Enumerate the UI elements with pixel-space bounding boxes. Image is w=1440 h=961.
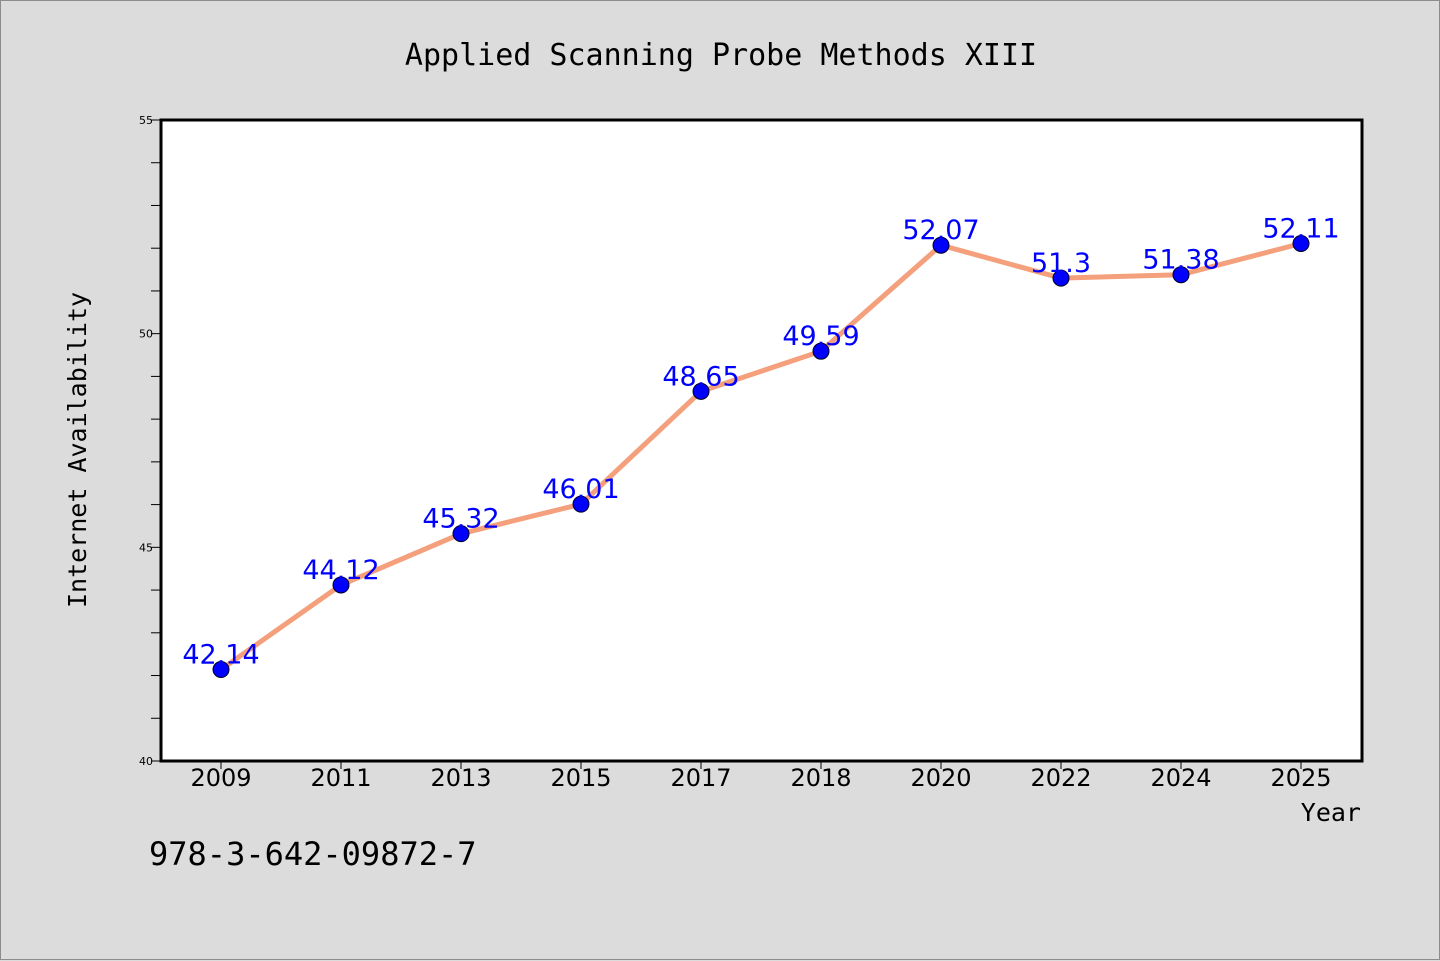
y-tick-label: 50 xyxy=(139,328,153,341)
x-tick-label: 2017 xyxy=(670,764,731,792)
x-axis-label: Year xyxy=(1301,798,1361,827)
data-point xyxy=(572,495,590,513)
data-label: 45.32 xyxy=(422,504,499,535)
data-point xyxy=(1292,234,1310,252)
data-point xyxy=(332,576,350,594)
data-labels: 42.14 44.12 45.32 46.01 48.65 49.59 52.07 51.3 5… xyxy=(182,213,1339,670)
y-tick-label: 40 xyxy=(139,755,153,768)
data-point xyxy=(812,342,830,360)
y-axis-label: Internet Availability xyxy=(63,292,92,608)
data-label: 51.3 xyxy=(1031,248,1091,279)
data-label: 49.59 xyxy=(782,321,859,352)
data-label: 48.65 xyxy=(662,361,739,392)
data-label: 44.12 xyxy=(302,555,379,586)
data-point xyxy=(932,236,950,254)
data-label: 46.01 xyxy=(542,474,619,505)
x-tick-label: 2015 xyxy=(550,764,611,792)
chart-title: Applied Scanning Probe Methods XIII xyxy=(405,38,1037,73)
x-tick-label: 2011 xyxy=(310,764,371,792)
data-label: 42.14 xyxy=(182,640,259,671)
y-axis: 40 45 50 55 xyxy=(139,114,161,768)
x-tick-label: 2009 xyxy=(190,764,251,792)
data-point xyxy=(1052,269,1070,287)
x-tick-label: 2020 xyxy=(910,764,971,792)
series-line xyxy=(219,241,1302,672)
x-tick-label: 2013 xyxy=(430,764,491,792)
x-tick-label: 2022 xyxy=(1030,764,1091,792)
x-tick-label: 2024 xyxy=(1150,764,1211,792)
data-point xyxy=(1172,266,1190,284)
x-tick-label: 2025 xyxy=(1270,764,1331,792)
y-tick-label: 45 xyxy=(139,541,153,554)
data-label: 52.07 xyxy=(902,215,979,246)
x-axis: 2009 2011 2013 2015 2017 2018 2020 2022 2024 2025 xyxy=(190,761,1332,792)
x-tick-label: 2018 xyxy=(790,764,851,792)
isbn-text: 978-3-642-09872-7 xyxy=(149,835,477,873)
data-point xyxy=(692,382,710,400)
data-label: 52.11 xyxy=(1262,213,1339,244)
data-label: 51.38 xyxy=(1142,245,1219,276)
data-point xyxy=(452,525,470,543)
data-markers xyxy=(212,234,1310,679)
data-point xyxy=(212,661,230,679)
y-tick-label: 55 xyxy=(139,114,153,127)
plot-area xyxy=(159,118,1364,763)
